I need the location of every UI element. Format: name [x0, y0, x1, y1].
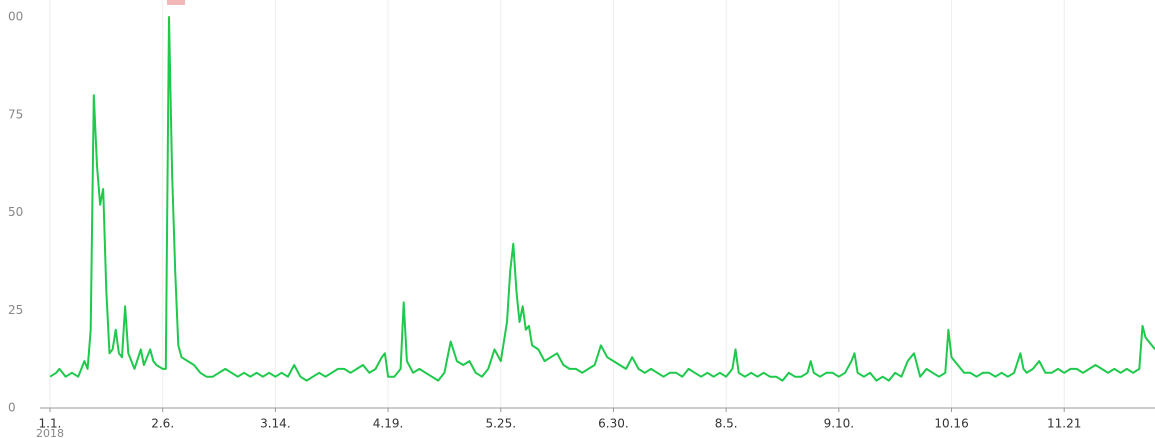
y-tick-label: 50 — [8, 205, 23, 219]
x-tick-label: 2.6. — [151, 417, 174, 431]
x-tick-label: 9.10. — [824, 417, 855, 431]
x-tick-label: 11.21 — [1047, 417, 1081, 431]
year-label: 2018 — [36, 427, 64, 438]
x-tick-label: 5.25. — [485, 417, 516, 431]
y-tick-label: 75 — [8, 107, 23, 121]
y-tick-label: 0 — [8, 401, 16, 415]
x-tick-label: 1.1. — [39, 417, 62, 431]
x-tick-label: 8.5. — [715, 417, 738, 431]
x-tick-label: 10.16 — [934, 417, 968, 431]
x-tick-label: 4.19. — [373, 417, 404, 431]
legend-fragment — [167, 0, 185, 5]
x-tick-label: 3.14. — [260, 417, 291, 431]
y-tick-label: 00 — [8, 10, 23, 24]
line-series — [49, 16, 1155, 382]
y-tick-label: 25 — [8, 303, 23, 317]
x-tick-label: 6.30. — [598, 417, 629, 431]
